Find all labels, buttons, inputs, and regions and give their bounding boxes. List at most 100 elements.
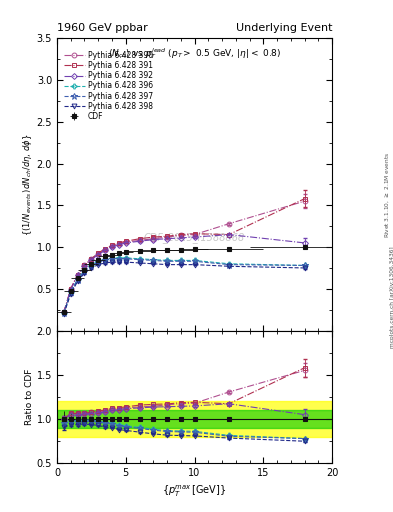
Line: Pythia 6.428 392: Pythia 6.428 392 (62, 232, 307, 314)
Pythia 6.428 392 (110, 244, 114, 250)
Pythia 6.428 398 (110, 259, 114, 265)
Pythia 6.428 397 (123, 255, 128, 262)
Pythia 6.428 390 (61, 309, 66, 315)
Pythia 6.428 397 (227, 262, 231, 268)
Line: Pythia 6.428 391: Pythia 6.428 391 (61, 196, 307, 315)
Pythia 6.428 398 (227, 263, 231, 269)
Pythia 6.428 397 (151, 258, 156, 264)
Pythia 6.428 391 (75, 271, 80, 278)
Pythia 6.428 391 (227, 231, 231, 238)
Legend: Pythia 6.428 390, Pythia 6.428 391, Pythia 6.428 392, Pythia 6.428 396, Pythia 6: Pythia 6.428 390, Pythia 6.428 391, Pyth… (62, 50, 155, 122)
Pythia 6.428 391 (302, 196, 307, 202)
Pythia 6.428 396 (192, 258, 197, 264)
Pythia 6.428 397 (82, 268, 87, 274)
Pythia 6.428 392 (123, 240, 128, 246)
Pythia 6.428 391 (89, 255, 94, 262)
Pythia 6.428 398 (68, 291, 73, 297)
Pythia 6.428 398 (89, 265, 94, 271)
Pythia 6.428 397 (302, 262, 307, 268)
Pythia 6.428 392 (75, 272, 80, 279)
Pythia 6.428 396 (227, 261, 231, 267)
Pythia 6.428 398 (123, 259, 128, 265)
Pythia 6.428 396 (302, 262, 307, 268)
Line: Pythia 6.428 396: Pythia 6.428 396 (61, 255, 307, 315)
Text: $\langle N_{ch}\rangle$ vs $p_T^{lead}$ ($p_T >$ 0.5 GeV, $|\eta| <$ 0.8): $\langle N_{ch}\rangle$ vs $p_T^{lead}$ … (108, 46, 281, 60)
Pythia 6.428 398 (192, 262, 197, 268)
Pythia 6.428 397 (137, 257, 142, 263)
Line: Pythia 6.428 390: Pythia 6.428 390 (61, 199, 307, 315)
Pythia 6.428 391 (103, 246, 108, 252)
Pythia 6.428 391 (137, 236, 142, 242)
Pythia 6.428 390 (151, 236, 156, 242)
Pythia 6.428 396 (89, 262, 94, 268)
Pythia 6.428 392 (302, 240, 307, 246)
Pythia 6.428 390 (227, 221, 231, 227)
Pythia 6.428 392 (151, 237, 156, 243)
Pythia 6.428 396 (110, 255, 114, 261)
Pythia 6.428 397 (75, 276, 80, 283)
Text: Underlying Event: Underlying Event (235, 23, 332, 33)
Pythia 6.428 390 (178, 232, 183, 239)
Pythia 6.428 391 (178, 231, 183, 238)
Pythia 6.428 392 (96, 251, 101, 258)
Pythia 6.428 396 (68, 289, 73, 295)
Pythia 6.428 392 (178, 235, 183, 241)
X-axis label: $\{p_T^{max}\, [\mathrm{GeV}]\}$: $\{p_T^{max}\, [\mathrm{GeV}]\}$ (162, 484, 227, 499)
Pythia 6.428 396 (165, 258, 169, 264)
Pythia 6.428 391 (96, 250, 101, 256)
Pythia 6.428 398 (302, 265, 307, 271)
Pythia 6.428 397 (61, 310, 66, 316)
Y-axis label: $\{(1/N_{events})\, dN_{ch}/d\eta,\, d\phi\}$: $\{(1/N_{events})\, dN_{ch}/d\eta,\, d\p… (21, 133, 34, 236)
Pythia 6.428 396 (61, 310, 66, 316)
Pythia 6.428 390 (192, 231, 197, 238)
Pythia 6.428 391 (123, 238, 128, 244)
Pythia 6.428 390 (302, 198, 307, 204)
Pythia 6.428 397 (165, 258, 169, 264)
Text: Rivet 3.1.10, $\geq$ 2.1M events: Rivet 3.1.10, $\geq$ 2.1M events (383, 152, 391, 238)
Pythia 6.428 392 (137, 238, 142, 244)
Pythia 6.428 396 (96, 258, 101, 264)
Pythia 6.428 398 (61, 311, 66, 317)
Pythia 6.428 397 (89, 262, 94, 268)
Pythia 6.428 396 (151, 257, 156, 263)
Pythia 6.428 392 (116, 242, 121, 248)
Pythia 6.428 392 (103, 247, 108, 253)
Pythia 6.428 397 (110, 255, 114, 262)
Y-axis label: Ratio to CDF: Ratio to CDF (25, 369, 34, 425)
Pythia 6.428 391 (165, 233, 169, 239)
Pythia 6.428 398 (96, 262, 101, 268)
Pythia 6.428 398 (116, 259, 121, 265)
Pythia 6.428 390 (110, 243, 114, 249)
Pythia 6.428 398 (82, 270, 87, 276)
Pythia 6.428 398 (137, 260, 142, 266)
Pythia 6.428 396 (123, 255, 128, 261)
Pythia 6.428 391 (82, 262, 87, 268)
Pythia 6.428 390 (75, 271, 80, 278)
Pythia 6.428 397 (178, 258, 183, 264)
Pythia 6.428 398 (151, 261, 156, 267)
Pythia 6.428 398 (178, 262, 183, 268)
Pythia 6.428 391 (68, 286, 73, 292)
Pythia 6.428 396 (75, 276, 80, 282)
Pythia 6.428 398 (165, 262, 169, 268)
Pythia 6.428 392 (165, 236, 169, 242)
Pythia 6.428 392 (61, 309, 66, 315)
Pythia 6.428 390 (89, 255, 94, 262)
Text: CDF_2015_I1388868: CDF_2015_I1388868 (144, 231, 245, 243)
Pythia 6.428 396 (103, 255, 108, 262)
Pythia 6.428 397 (192, 258, 197, 264)
Pythia 6.428 391 (192, 231, 197, 237)
Pythia 6.428 390 (165, 234, 169, 240)
Bar (57, 410, 332, 428)
Line: Pythia 6.428 397: Pythia 6.428 397 (61, 255, 308, 316)
Pythia 6.428 396 (116, 255, 121, 261)
Pythia 6.428 396 (137, 255, 142, 262)
Pythia 6.428 397 (96, 259, 101, 265)
Bar (57, 401, 332, 437)
Pythia 6.428 390 (82, 262, 87, 268)
Pythia 6.428 398 (75, 278, 80, 284)
Pythia 6.428 397 (116, 255, 121, 262)
Pythia 6.428 390 (96, 251, 101, 257)
Pythia 6.428 392 (227, 231, 231, 238)
Pythia 6.428 397 (68, 289, 73, 295)
